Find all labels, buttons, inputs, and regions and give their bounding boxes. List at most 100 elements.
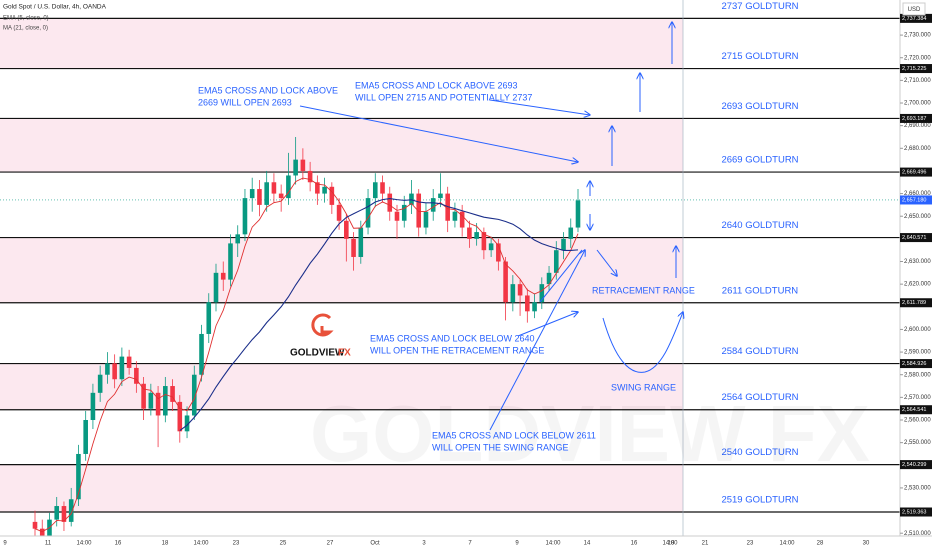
arrow xyxy=(299,105,578,162)
x-tick-label: 21 xyxy=(702,541,709,547)
candle-body xyxy=(307,170,313,183)
candle-body xyxy=(488,243,494,251)
candle-body xyxy=(278,193,284,199)
candle-body xyxy=(47,519,52,538)
trend-line xyxy=(539,249,583,303)
x-tick-label: 16 xyxy=(115,541,122,547)
price-axis xyxy=(900,0,932,536)
candle-body xyxy=(191,374,197,416)
candle-body xyxy=(249,189,255,199)
candle-body xyxy=(242,198,248,235)
price-tag-label: 2,564.541 xyxy=(902,407,926,413)
candle-body xyxy=(517,284,523,296)
candle-body xyxy=(561,238,566,251)
candle-body xyxy=(264,182,269,205)
currency-box xyxy=(902,2,926,16)
candle-body xyxy=(315,182,320,194)
level-name: 2715 GOLDTURN xyxy=(721,51,798,62)
candle-body xyxy=(568,227,574,239)
y-tick-label: 2,730.000 xyxy=(904,33,931,39)
candle-body xyxy=(54,506,60,520)
price-tag-label: 2,584.926 xyxy=(902,361,926,367)
price-tag xyxy=(900,460,932,470)
y-tick-label: 2,580.000 xyxy=(904,372,931,378)
candle-body xyxy=(430,198,436,212)
level-name: 2564 GOLDTURN xyxy=(721,392,798,403)
y-tick-label: 2,660.000 xyxy=(904,191,931,197)
plot xyxy=(0,136,900,547)
y-tick-label: 2,700.000 xyxy=(904,101,931,107)
candle-body xyxy=(206,302,212,334)
price-tag-label: 2,640.571 xyxy=(902,235,926,241)
candle-body xyxy=(394,211,400,221)
price-tag xyxy=(900,359,932,369)
candle-body xyxy=(344,220,349,239)
x-tick-label: 14 xyxy=(584,541,591,547)
x-tick-label: 9 xyxy=(515,541,519,547)
candle-body xyxy=(525,295,530,312)
annotation: WILL OPEN 2715 AND POTENTIALLY 2737 xyxy=(355,92,532,102)
level-name: 2584 GOLDTURN xyxy=(721,346,798,357)
candle-body xyxy=(575,200,581,228)
zone xyxy=(0,237,683,303)
swing-curve xyxy=(602,312,683,373)
x-tick-label: Oct xyxy=(370,541,380,547)
y-tick-label: 2,530.000 xyxy=(904,486,931,492)
candle-body xyxy=(336,204,342,221)
candle-body xyxy=(532,302,537,312)
price-tag xyxy=(900,298,932,308)
annotation: EMA5 CROSS AND LOCK ABOVE xyxy=(198,85,338,95)
price-tag-label: 2,737.384 xyxy=(902,16,926,22)
candle-body xyxy=(213,272,219,303)
x-tick-label: 23 xyxy=(233,541,240,547)
indicator-label: EMA (5, close, 0) xyxy=(3,16,49,22)
annotation: 2669 WILL OPEN 2693 xyxy=(198,97,292,107)
candle-body xyxy=(553,250,559,273)
y-tick-label: 2,560.000 xyxy=(904,418,931,424)
price-axis-labels: 2,510.000 2,530.000 2,550.000 2,560.000 2,57… xyxy=(900,13,932,537)
candle-body xyxy=(452,211,458,221)
y-tick-label: 2,600.000 xyxy=(904,327,931,333)
candle-body xyxy=(503,261,508,303)
y-tick-label: 2,710.000 xyxy=(904,78,931,84)
y-tick-label: 2,570.000 xyxy=(904,395,931,401)
level-name: 2640 GOLDTURN xyxy=(721,220,798,231)
chart-title: Gold Spot / U.S. Dollar, 4h, OANDA xyxy=(3,4,107,11)
price-tag xyxy=(900,64,932,74)
price-tag-label: 2,611.789 xyxy=(902,300,926,306)
price-tag xyxy=(900,113,932,123)
logo-icon xyxy=(311,313,334,337)
price-tag-label: 2,519.363 xyxy=(902,509,926,515)
candle-body xyxy=(380,182,385,194)
candle-body xyxy=(68,499,74,522)
candle-body xyxy=(481,232,487,251)
x-tick-label: 30 xyxy=(863,541,870,547)
candle-body xyxy=(184,415,190,432)
candle-body xyxy=(39,528,45,538)
y-tick-label: 2,630.000 xyxy=(904,259,931,265)
time-axis-labels: 9 11 14:00 16 18 14:00 23 25 27 Oct 3 7 9 14:00 14 16 18… xyxy=(3,541,870,547)
candle-body xyxy=(32,521,38,529)
level-name: 2669 GOLDTURN xyxy=(721,155,798,166)
candle-body xyxy=(416,193,422,228)
annotation: EMA5 CROSS AND LOCK BELOW 2611 xyxy=(432,430,596,440)
candle-body xyxy=(387,193,393,212)
y-tick-label: 2,510.000 xyxy=(904,531,931,537)
y-tick-label: 2,720.000 xyxy=(904,55,931,61)
candle-body xyxy=(329,186,335,205)
x-tick-label: 18 xyxy=(162,541,169,547)
candle-body xyxy=(61,506,67,522)
candle-body xyxy=(438,193,443,199)
x-tick-label: 9 xyxy=(3,541,7,547)
annotation: SWING RANGE xyxy=(611,382,676,392)
candle-body xyxy=(293,159,298,176)
x-tick-label: 7 xyxy=(468,541,472,547)
price-tag xyxy=(900,507,932,517)
annotation: RETRACEMENT RANGE xyxy=(592,285,695,295)
annotation: WILL OPEN THE RETRACEMENT RANGE xyxy=(370,345,544,355)
x-tick-label: 25 xyxy=(280,541,287,547)
candle-body xyxy=(546,272,552,285)
annotation: WILL OPEN THE SWING RANGE xyxy=(432,442,569,452)
